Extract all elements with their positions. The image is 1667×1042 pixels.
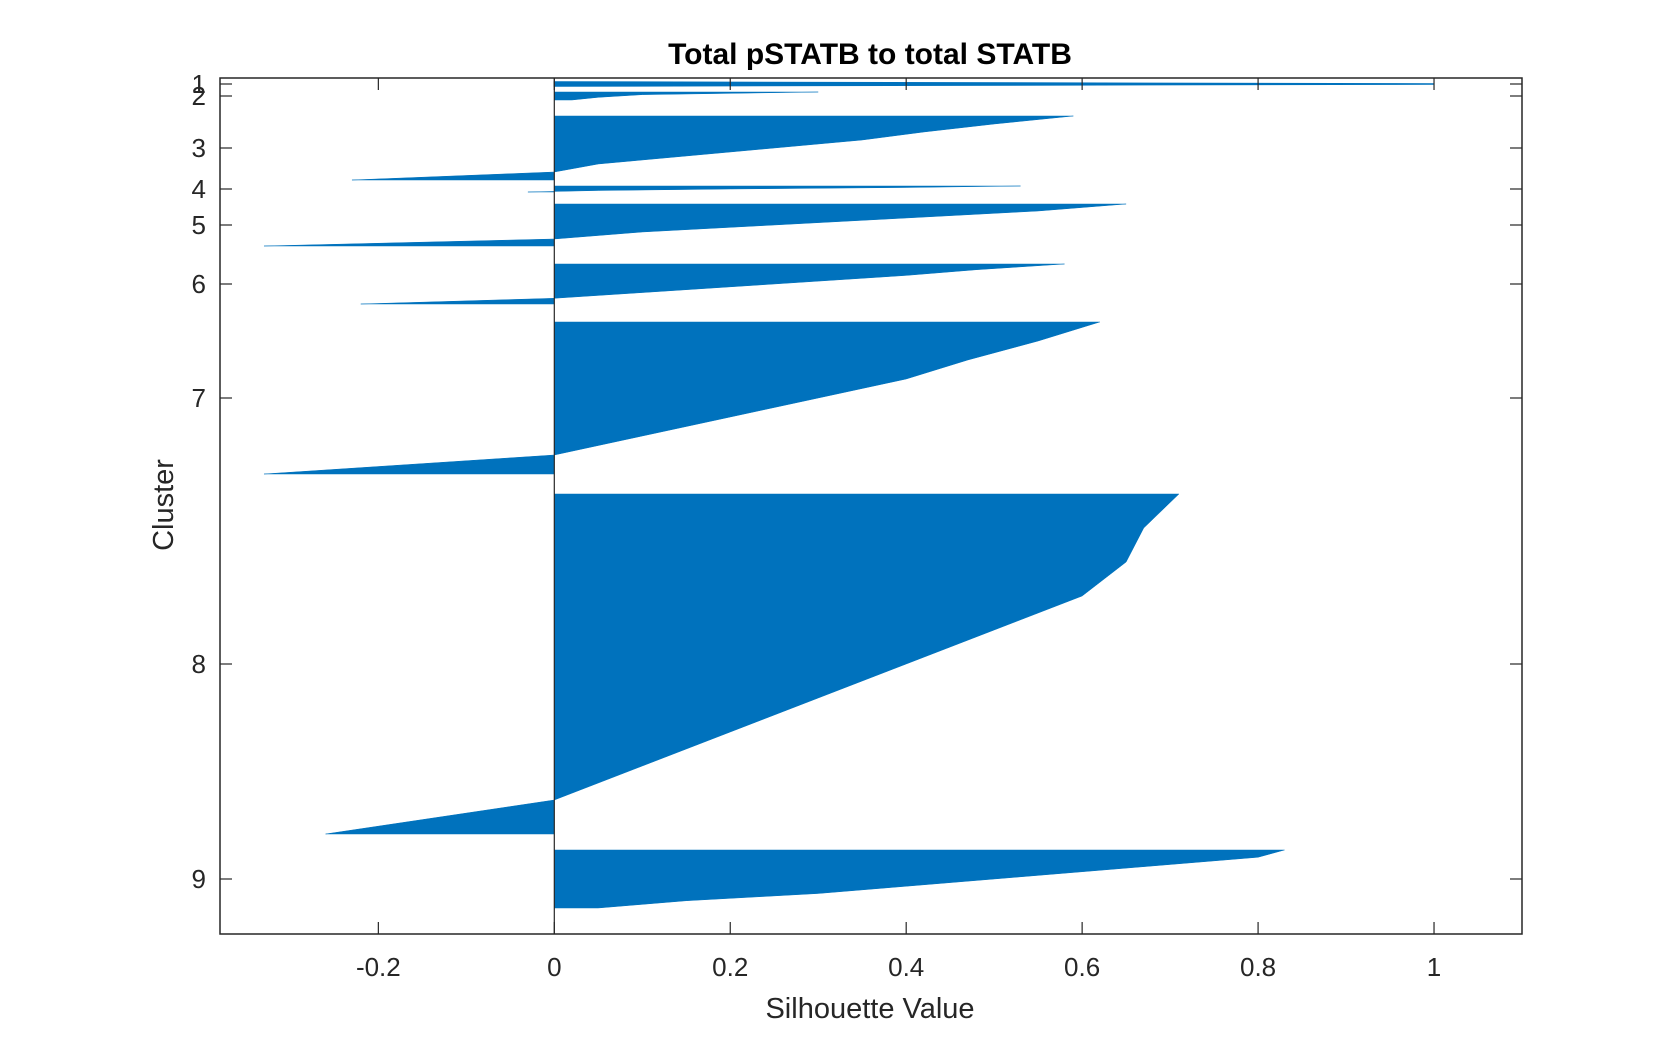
- silhouette-bars: [263, 81, 1435, 909]
- cluster-8-silhouette: [325, 493, 1180, 835]
- x-tick-label-2: 0.2: [712, 952, 748, 982]
- y-tick-label-1: 1: [192, 69, 206, 99]
- cluster-9-silhouette: [554, 849, 1285, 909]
- chart-title: Total pSTATB to total STATB: [668, 38, 1072, 71]
- y-tick-label-4: 4: [192, 174, 206, 204]
- y-tick-label-9: 9: [192, 864, 206, 894]
- x-tick-label-5: 0.8: [1240, 952, 1276, 982]
- y-axis: 12 3 4 5 6 7 8 9: [192, 69, 1522, 894]
- x-tick-label-1: 0: [547, 952, 561, 982]
- x-tick-label-4: 0.6: [1064, 952, 1100, 982]
- cluster-7-silhouette: [263, 321, 1100, 475]
- axes-box: [219, 77, 1523, 935]
- y-axis-title: Cluster: [148, 459, 180, 551]
- x-tick-label-0: -0.2: [356, 952, 401, 982]
- y-tick-label-6: 6: [192, 269, 206, 299]
- y-tick-label-5: 5: [192, 210, 206, 240]
- y-tick-label-3: 3: [192, 133, 206, 163]
- y-tick-label-8: 8: [192, 649, 206, 679]
- cluster-5-silhouette: [263, 203, 1127, 247]
- x-axis: -0.2 0 0.2 0.4 0.6 0.8 1: [356, 78, 1441, 982]
- cluster-4-silhouette: [527, 185, 1021, 193]
- x-tick-label-6: 1: [1427, 952, 1441, 982]
- cluster-1-silhouette: [553, 81, 1435, 87]
- cluster-6-silhouette: [360, 263, 1065, 305]
- y-tick-label-7: 7: [192, 383, 206, 413]
- cluster-2-silhouette: [554, 91, 819, 101]
- x-axis-title: Silhouette Value: [765, 993, 974, 1025]
- x-tick-label-3: 0.4: [888, 952, 924, 982]
- cluster-3-silhouette: [351, 115, 1074, 181]
- y-tick-label-2: 2: [192, 81, 206, 111]
